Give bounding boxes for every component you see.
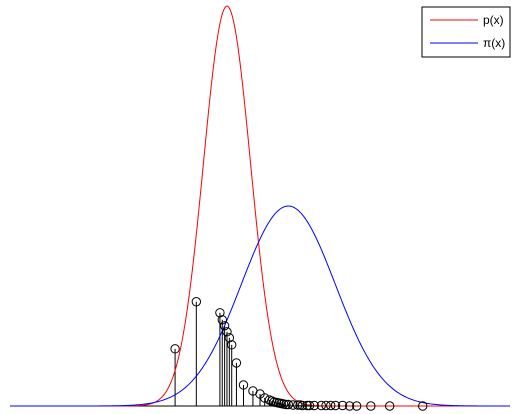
sample-point [366, 401, 376, 411]
sample-point [337, 400, 348, 411]
sample-point [304, 400, 315, 411]
legend-label-pi: π(x) [483, 36, 505, 50]
sample-point [224, 333, 235, 343]
legend: p(x) π(x) [421, 6, 511, 58]
sample-point [297, 400, 308, 411]
sample-point [231, 358, 242, 368]
legend-box [421, 6, 511, 58]
sample-point [222, 327, 232, 337]
sample-point [238, 380, 249, 390]
legend-label-p: p(x) [483, 13, 504, 27]
sample-point [283, 399, 293, 410]
sample-point [309, 400, 319, 411]
sample-point [316, 400, 327, 411]
sample-markers [170, 297, 428, 411]
sample-point [288, 400, 298, 410]
sample-point [191, 297, 202, 307]
density-curve-pi [10, 205, 510, 407]
sample-point [302, 400, 312, 411]
sample-point [321, 400, 331, 411]
sample-point [293, 400, 303, 410]
sample-point [170, 344, 180, 354]
sample-point [219, 321, 230, 331]
density-curve-p [10, 5, 510, 407]
density-curves [10, 5, 510, 407]
sample-point [326, 400, 336, 411]
sample-point [418, 401, 428, 411]
sample-point [215, 308, 225, 318]
sample-point [385, 401, 395, 411]
sample-stems [174, 301, 344, 406]
sample-point [352, 401, 362, 411]
sample-point [330, 400, 341, 411]
sample-point [344, 401, 355, 411]
sample-point [217, 315, 227, 325]
sample-point [227, 340, 237, 350]
sample-point [281, 399, 291, 410]
